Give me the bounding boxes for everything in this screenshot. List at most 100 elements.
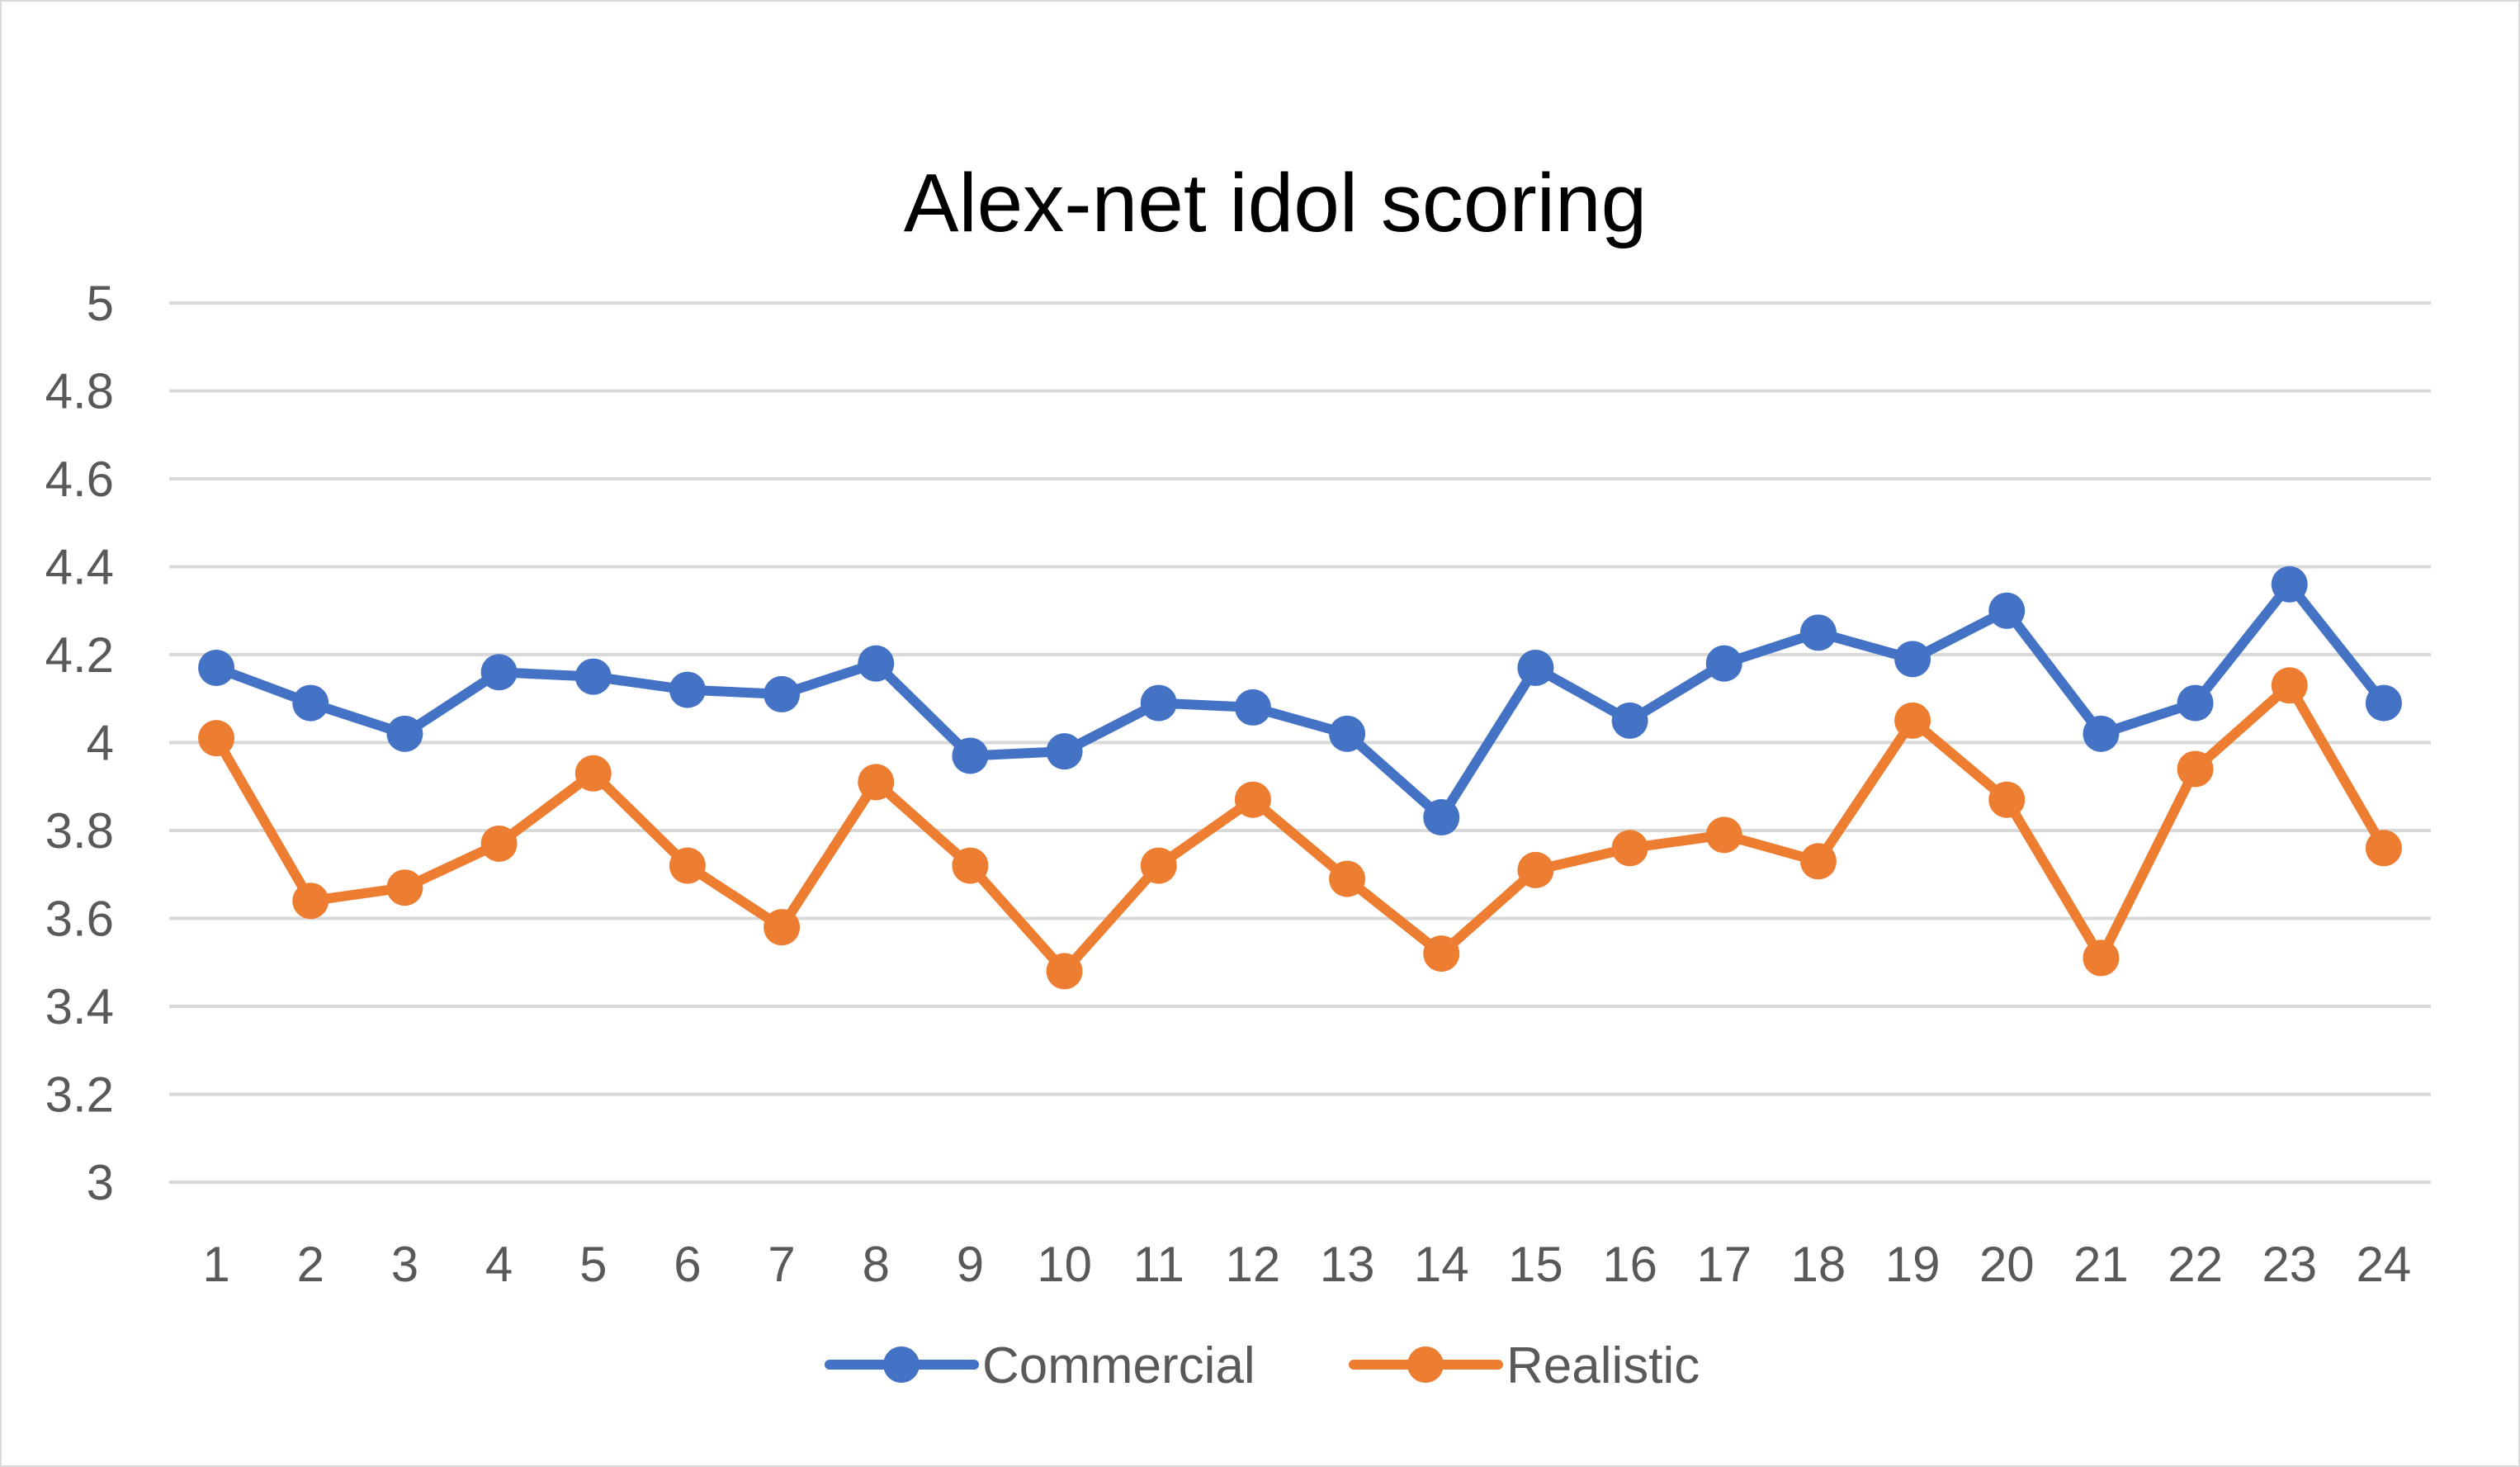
x-tick-label: 19 xyxy=(1885,1237,1941,1292)
x-tick-label: 12 xyxy=(1226,1237,1281,1292)
data-point xyxy=(1988,781,2026,818)
data-point xyxy=(2365,830,2402,867)
data-point xyxy=(1517,649,1554,686)
x-tick-label: 18 xyxy=(1791,1237,1846,1292)
y-tick-label: 4.6 xyxy=(45,452,114,507)
data-point xyxy=(2083,939,2120,977)
data-point xyxy=(386,715,423,752)
x-tick-label: 10 xyxy=(1037,1237,1092,1292)
data-point xyxy=(1046,733,1083,770)
x-axis-tick-labels: 1 2 3 4 5 6 7 8 9 10 11 12 13 14 15 16 17 18 19 20 21 22 23 24 xyxy=(202,1237,2411,1292)
y-tick-label: 3.8 xyxy=(45,803,114,859)
data-point xyxy=(198,720,235,757)
legend-swatch-marker xyxy=(883,1346,920,1383)
x-tick-label: 23 xyxy=(2262,1237,2317,1292)
legend-item-commercial: Commercial xyxy=(825,1337,1255,1394)
series-commercial xyxy=(198,566,2402,836)
chart-title: Alex-net idol scoring xyxy=(904,157,1647,249)
x-tick-label: 24 xyxy=(2357,1237,2412,1292)
data-point xyxy=(1894,702,1931,739)
data-point xyxy=(574,755,612,792)
data-point xyxy=(1799,614,1837,651)
legend-swatch-marker xyxy=(1407,1346,1444,1383)
data-point xyxy=(480,825,518,862)
data-point xyxy=(764,909,801,946)
data-point xyxy=(1423,799,1460,836)
data-point xyxy=(292,684,329,722)
data-point xyxy=(1611,702,1648,739)
data-point xyxy=(952,847,989,884)
data-point xyxy=(669,847,706,884)
data-point xyxy=(2177,750,2214,788)
legend-label: Commercial xyxy=(982,1337,1255,1394)
x-tick-label: 21 xyxy=(2073,1237,2129,1292)
data-point xyxy=(480,654,518,691)
x-tick-label: 13 xyxy=(1320,1237,1375,1292)
data-point xyxy=(1705,816,1742,854)
x-tick-label: 15 xyxy=(1508,1237,1563,1292)
data-point xyxy=(386,869,423,906)
data-point xyxy=(1894,641,1931,678)
y-tick-label: 4.4 xyxy=(45,540,114,595)
series-realistic xyxy=(198,667,2402,990)
y-tick-label: 3.6 xyxy=(45,892,114,947)
y-tick-label: 4 xyxy=(87,716,114,771)
data-point xyxy=(1611,830,1648,867)
x-tick-label: 3 xyxy=(391,1237,418,1292)
x-tick-label: 17 xyxy=(1696,1237,1752,1292)
y-axis-tick-labels: 3 3.2 3.4 3.6 3.8 4 4.2 4.4 4.6 4.8 5 xyxy=(45,276,114,1210)
data-point xyxy=(1329,860,1366,897)
data-point xyxy=(1234,781,1271,818)
series-line xyxy=(211,579,2389,823)
data-point xyxy=(574,658,612,695)
x-tick-label: 2 xyxy=(297,1237,324,1292)
legend-item-realistic: Realistic xyxy=(1349,1337,1700,1394)
x-tick-label: 22 xyxy=(2168,1237,2223,1292)
data-point xyxy=(1799,843,1837,880)
legend-label: Realistic xyxy=(1506,1337,1700,1394)
x-tick-label: 11 xyxy=(1133,1237,1184,1292)
data-point xyxy=(669,671,706,708)
y-tick-label: 4.2 xyxy=(45,627,114,683)
x-tick-label: 6 xyxy=(674,1237,701,1292)
data-point xyxy=(1234,689,1271,726)
data-point xyxy=(1517,851,1554,888)
x-tick-label: 7 xyxy=(768,1237,795,1292)
x-tick-label: 9 xyxy=(957,1237,984,1292)
y-tick-label: 5 xyxy=(87,276,114,331)
data-point xyxy=(1140,847,1177,884)
data-point xyxy=(764,675,801,712)
y-tick-label: 3 xyxy=(87,1155,114,1210)
data-point xyxy=(952,737,989,774)
y-tick-label: 3.4 xyxy=(45,979,114,1034)
y-tick-label: 3.2 xyxy=(45,1067,114,1123)
data-point xyxy=(1988,592,2026,629)
data-point xyxy=(1046,953,1083,990)
data-point xyxy=(1423,935,1460,972)
data-point xyxy=(858,645,895,682)
x-tick-label: 20 xyxy=(1979,1237,2035,1292)
x-tick-label: 4 xyxy=(485,1237,513,1292)
x-tick-label: 1 xyxy=(202,1237,229,1292)
data-point xyxy=(2083,715,2120,752)
gridlines xyxy=(169,301,2431,1184)
x-tick-label: 8 xyxy=(863,1237,890,1292)
data-point xyxy=(2271,667,2308,704)
data-point xyxy=(2177,684,2214,722)
y-tick-label: 4.8 xyxy=(45,364,114,419)
data-point xyxy=(1140,684,1177,722)
data-point xyxy=(1705,645,1742,682)
series-group xyxy=(198,566,2402,990)
x-tick-label: 5 xyxy=(579,1237,607,1292)
data-point xyxy=(858,764,895,801)
x-tick-label: 14 xyxy=(1414,1237,1469,1292)
data-point xyxy=(2271,566,2308,603)
series-line xyxy=(211,680,2389,977)
legend: Commercial Realistic xyxy=(825,1337,1700,1394)
data-point xyxy=(198,649,235,686)
x-tick-label: 16 xyxy=(1602,1237,1657,1292)
data-point xyxy=(1329,715,1366,752)
data-point xyxy=(2365,684,2402,722)
data-point xyxy=(292,883,329,920)
